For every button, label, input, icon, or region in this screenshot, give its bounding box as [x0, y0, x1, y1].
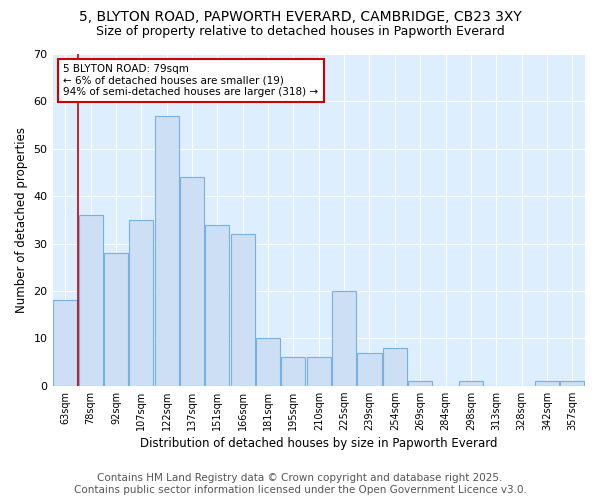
Bar — [281, 358, 305, 386]
Bar — [459, 381, 483, 386]
Bar — [104, 253, 128, 386]
Bar — [180, 177, 204, 386]
Bar — [307, 358, 331, 386]
Bar — [358, 352, 382, 386]
Bar — [408, 381, 432, 386]
X-axis label: Distribution of detached houses by size in Papworth Everard: Distribution of detached houses by size … — [140, 437, 497, 450]
Bar — [332, 291, 356, 386]
Bar — [535, 381, 559, 386]
Text: 5 BLYTON ROAD: 79sqm
← 6% of detached houses are smaller (19)
94% of semi-detach: 5 BLYTON ROAD: 79sqm ← 6% of detached ho… — [63, 64, 319, 97]
Text: 5, BLYTON ROAD, PAPWORTH EVERARD, CAMBRIDGE, CB23 3XY: 5, BLYTON ROAD, PAPWORTH EVERARD, CAMBRI… — [79, 10, 521, 24]
Bar — [79, 215, 103, 386]
Y-axis label: Number of detached properties: Number of detached properties — [15, 127, 28, 313]
Text: Size of property relative to detached houses in Papworth Everard: Size of property relative to detached ho… — [95, 25, 505, 38]
Bar — [53, 300, 77, 386]
Bar — [205, 224, 229, 386]
Bar — [560, 381, 584, 386]
Bar — [155, 116, 179, 386]
Bar — [230, 234, 255, 386]
Bar — [383, 348, 407, 386]
Bar — [129, 220, 154, 386]
Text: Contains HM Land Registry data © Crown copyright and database right 2025.
Contai: Contains HM Land Registry data © Crown c… — [74, 474, 526, 495]
Bar — [256, 338, 280, 386]
